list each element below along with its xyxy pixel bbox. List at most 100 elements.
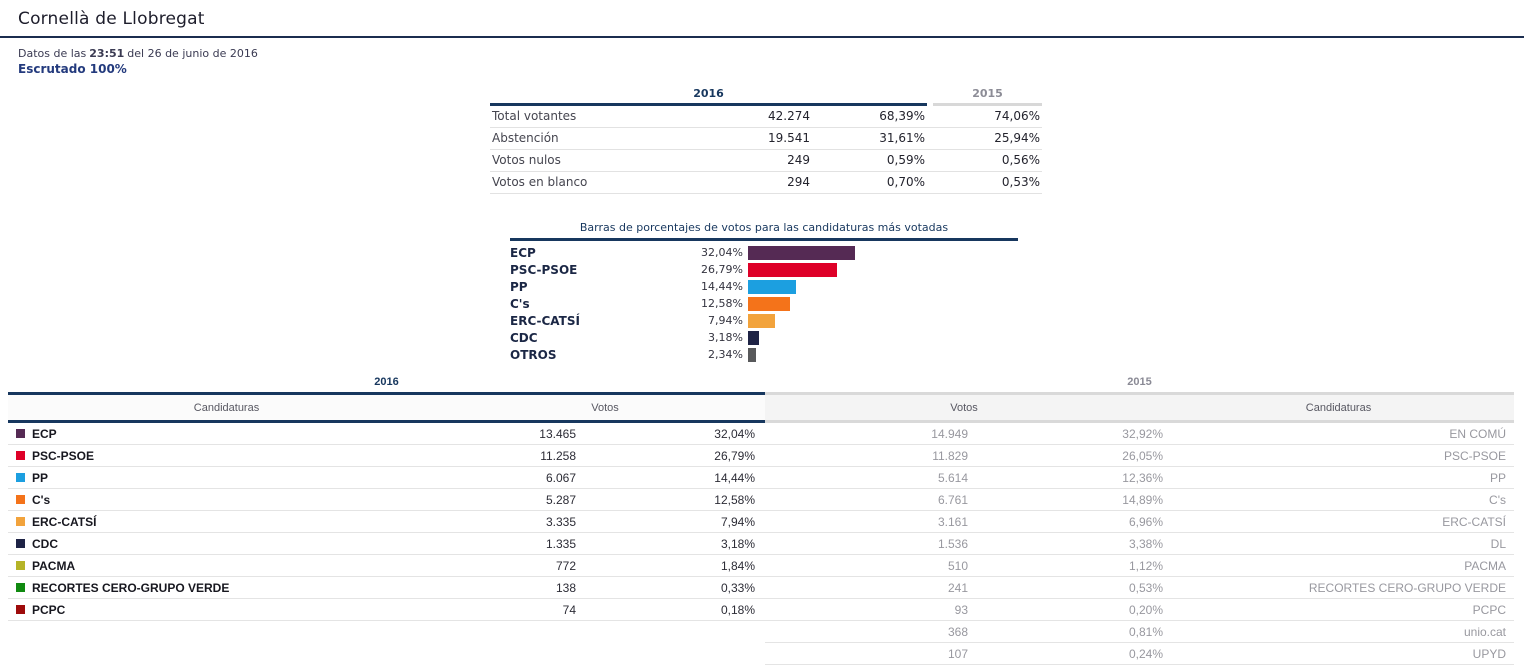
row-2016-half: PSC-PSOE 11.258 26,79% [8, 445, 765, 467]
data-timestamp: Datos de las 23:51 del 26 de junio de 2016 [0, 38, 1524, 60]
party-color-swatch [16, 561, 25, 570]
chart-rows: ECP 32,04% PSC-PSOE 26,79% PP 14,44% C's 12,58%… [510, 238, 1018, 363]
votes-2016: 772 [555, 558, 576, 573]
summary-pct-2015: 25,94% [994, 131, 1040, 145]
pct-2016: 26,79% [714, 448, 755, 463]
row-2016-half: ECP 13.465 32,04% [8, 423, 765, 445]
summary-label: Votos en blanco [492, 175, 588, 189]
party-color-swatch [16, 451, 25, 460]
vote-percentage-bar-chart: Barras de porcentajes de votos para las … [510, 221, 1018, 363]
row-2016-half: RECORTES CERO-GRUPO VERDE 138 0,33% [8, 577, 765, 599]
party-name-2015: PP [1489, 470, 1506, 485]
row-2015-half: 107 0,24% UPYD [765, 643, 1514, 665]
table-row: 368 0,81% unio.cat [8, 621, 1514, 643]
party-name-2016: C's [32, 492, 51, 507]
summary-votes-2016: 294 [787, 175, 810, 189]
pct-2016: 3,18% [720, 536, 755, 551]
summary-row: Votos en blanco 294 0,70% 0,53% [490, 172, 1042, 194]
party-name-2015: EN COMÚ [1449, 426, 1506, 441]
column-headers-2016: Candidaturas Votos [8, 395, 765, 423]
party-cell-2016: ERC-CATSÍ [8, 515, 445, 529]
summary-label: Abstención [492, 131, 559, 145]
results-table-body: ECP 13.465 32,04% 14.949 32,92% EN COMÚ PSC-PS… [8, 423, 1514, 665]
party-name-2016: RECORTES CERO-GRUPO VERDE [32, 580, 230, 595]
party-name-2016: PCPC [32, 602, 66, 617]
datetime-suffix: del 26 de junio de 2016 [127, 47, 258, 60]
chart-percent-label: 12,58% [701, 297, 743, 310]
pct-2016: 0,18% [720, 602, 755, 617]
pct-2016: 12,58% [714, 492, 755, 507]
pct-2016: 1,84% [720, 558, 755, 573]
results-table: 2016 2015 Candidaturas Votos Votos Candi… [8, 376, 1514, 665]
chart-bar [748, 296, 790, 311]
datetime-prefix: Datos de las [18, 47, 87, 60]
summary-pct-2015: 0,56% [1001, 153, 1040, 167]
row-2015-half: 93 0,20% PCPC [765, 599, 1514, 621]
pct-2015: 0,53% [1128, 580, 1163, 595]
party-name-2015: UPYD [1472, 646, 1506, 661]
party-cell-2016: C's [8, 493, 445, 507]
chart-percent-label: 7,94% [708, 314, 743, 327]
party-cell-2016: CDC [8, 537, 445, 551]
party-name-2016: CDC [32, 536, 58, 551]
summary-row: Votos nulos 249 0,59% 0,56% [490, 150, 1042, 172]
party-name-2015: C's [1489, 492, 1506, 507]
chart-bar [748, 245, 855, 260]
summary-pct-2016: 31,61% [879, 131, 925, 145]
summary-votes-2016: 249 [787, 153, 810, 167]
party-name-2015: unio.cat [1463, 624, 1506, 639]
votes-2015: 241 [947, 580, 968, 595]
votes-2015: 93 [954, 602, 968, 617]
row-2015-half: 1.536 3,38% DL [765, 533, 1514, 555]
table-row: CDC 1.335 3,18% 1.536 3,38% DL [8, 533, 1514, 555]
party-name-2015: ERC-CATSÍ [1442, 514, 1506, 529]
row-2015-half: 11.829 26,05% PSC-PSOE [765, 445, 1514, 467]
chart-percent-label: 32,04% [701, 246, 743, 259]
party-name-2016: PACMA [32, 558, 76, 573]
table-row: RECORTES CERO-GRUPO VERDE 138 0,33% 241 0,53… [8, 577, 1514, 599]
chart-bar [748, 262, 837, 277]
row-2016-half: PCPC 74 0,18% [8, 599, 765, 621]
chart-percent-label: 2,34% [708, 348, 743, 361]
row-2015-half: 14.949 32,92% EN COMÚ [765, 423, 1514, 445]
chart-row: PP 14,44% [510, 278, 1018, 295]
results-year-2016: 2016 [8, 376, 765, 395]
party-name-2015: PACMA [1464, 558, 1506, 573]
party-name-2015: DL [1490, 536, 1506, 551]
summary-row: Total votantes 42.274 68,39% 74,06% [490, 106, 1042, 128]
votes-2015: 11.829 [932, 448, 968, 463]
summary-pct-2016: 0,70% [886, 175, 925, 189]
summary-header-row: 2016 2015 [490, 87, 1042, 106]
party-name-2016: PP [32, 470, 49, 485]
row-2016-half: PACMA 772 1,84% [8, 555, 765, 577]
party-cell-2016: PACMA [8, 559, 445, 573]
votes-2016: 1.335 [545, 536, 576, 551]
summary-pct-2015: 0,53% [1001, 175, 1040, 189]
party-name-2015: PSC-PSOE [1443, 448, 1506, 463]
page-title: Cornellà de Llobregat [18, 9, 205, 29]
pct-2015: 1,12% [1128, 558, 1163, 573]
results-year-2015: 2015 [765, 376, 1514, 395]
party-color-swatch [16, 539, 25, 548]
party-color-swatch [16, 583, 25, 592]
row-2016-half [8, 643, 765, 665]
summary-table-body: Total votantes 42.274 68,39% 74,06% Abstenci… [490, 106, 1042, 194]
votes-2016: 5.287 [545, 492, 576, 507]
title-divider [0, 36, 1524, 38]
party-color-swatch [16, 605, 25, 614]
summary-header-2015: 2015 [933, 87, 1042, 106]
pct-2015: 26,05% [1122, 448, 1163, 463]
row-2015-half: 368 0,81% unio.cat [765, 621, 1514, 643]
chart-title: Barras de porcentajes de votos para las … [579, 221, 949, 234]
row-2016-half: CDC 1.335 3,18% [8, 533, 765, 555]
pct-2015: 0,81% [1128, 624, 1163, 639]
party-cell-2016: PP [8, 471, 445, 485]
row-2016-half: PP 6.067 14,44% [8, 467, 765, 489]
votes-2015: 1.536 [937, 536, 968, 551]
table-row: PSC-PSOE 11.258 26,79% 11.829 26,05% PSC-PSOE [8, 445, 1514, 467]
chart-party-label: C's [510, 296, 530, 311]
summary-votes-2016: 19.541 [768, 131, 810, 145]
party-color-swatch [16, 473, 25, 482]
votes-2015: 368 [947, 624, 968, 639]
